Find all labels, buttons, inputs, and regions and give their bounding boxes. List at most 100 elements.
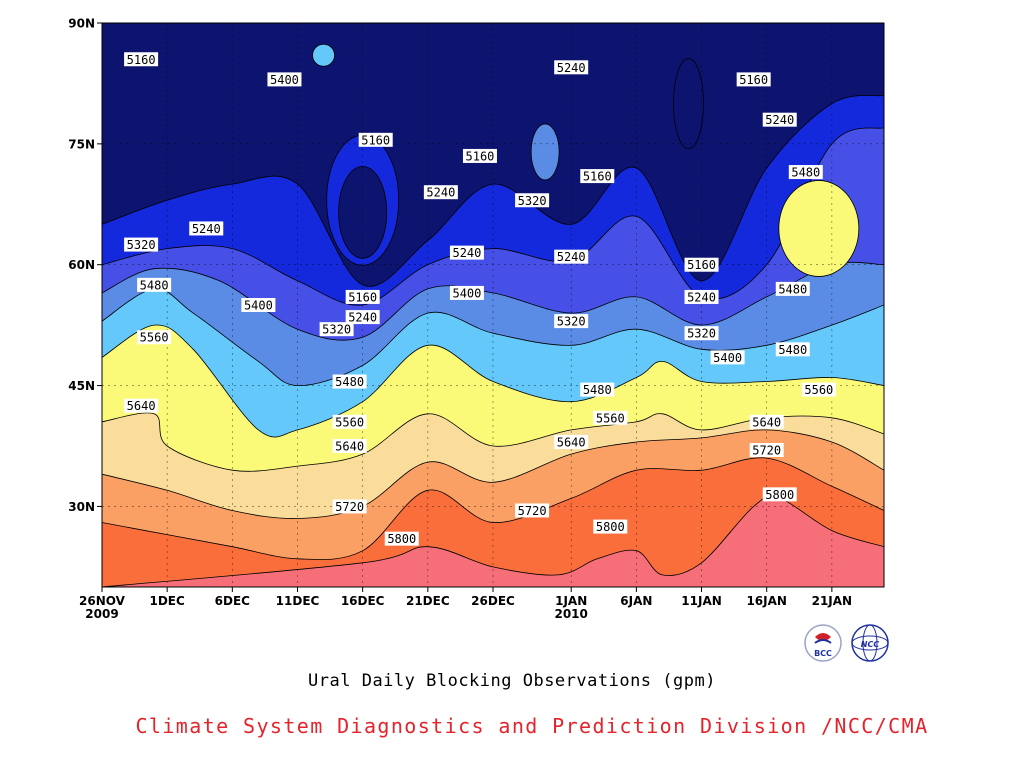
contour-label-bg	[332, 374, 367, 389]
contour-label-bg	[124, 52, 159, 67]
contour-label-17: 5400	[241, 298, 276, 313]
x-tick-label: 6DEC	[215, 594, 251, 608]
contour-label-bg	[580, 382, 615, 397]
contour-label-5: 5160	[462, 148, 497, 163]
contour-label-text: 5320	[322, 323, 351, 337]
contour-label-text: 5160	[739, 73, 768, 87]
contour-label-bg	[384, 531, 419, 546]
contour-label-bg	[788, 165, 823, 180]
contour-label-31: 5560	[801, 382, 836, 397]
contour-label-9: 5240	[423, 185, 458, 200]
contour-label-text: 5320	[518, 194, 547, 208]
fill-above-5720	[102, 457, 884, 587]
contour-label-bg	[775, 281, 810, 296]
contour-label-text: 5720	[335, 500, 364, 514]
contour-label-39: 5720	[332, 499, 367, 514]
contour-label-30: 5480	[580, 382, 615, 397]
y-tick-label: 75N	[68, 137, 95, 151]
contour-label-bg	[775, 342, 810, 357]
contour-label-bg	[319, 322, 354, 337]
contour-label-text: 5160	[127, 53, 156, 67]
contour-label-27: 5400	[710, 350, 745, 365]
contour-label-37: 5640	[554, 434, 589, 449]
contour-label-12: 5320	[124, 237, 159, 252]
x-tick-sublabel: 2010	[554, 607, 587, 621]
contour-label-bg	[801, 382, 836, 397]
contour-line-5560	[102, 412, 884, 472]
contour-label-bg	[593, 519, 628, 534]
contour-label-bg	[332, 414, 367, 429]
contour-label-16: 5480	[137, 277, 172, 292]
contour-label-text: 5640	[335, 440, 364, 454]
contour-label-text: 5160	[687, 258, 716, 272]
x-tick-label: 1DEC	[150, 594, 186, 608]
contour-label-13: 5240	[449, 245, 484, 260]
contour-label-bg	[580, 169, 615, 184]
contour-label-bg	[124, 237, 159, 252]
contour-label-text: 5480	[791, 166, 820, 180]
contour-label-text: 5480	[778, 343, 807, 357]
contour-label-6: 5240	[762, 112, 797, 127]
x-tick-label: 6JAN	[620, 594, 652, 608]
y-tick-label: 45N	[68, 379, 95, 393]
contour-label-text: 5320	[557, 315, 586, 329]
contour-label-bg	[736, 72, 771, 87]
contour-label-text: 5240	[452, 246, 481, 260]
contour-label-text: 5240	[687, 290, 716, 304]
contour-label-bg	[762, 112, 797, 127]
contour-label-text: 5240	[557, 250, 586, 264]
y-tick-label: 60N	[68, 258, 95, 272]
contour-label-18: 5160	[345, 289, 380, 304]
contour-label-38: 5720	[749, 443, 784, 458]
contour-label-bg	[241, 298, 276, 312]
contour-label-bg	[267, 72, 302, 87]
chart-title: Ural Daily Blocking Observations (gpm)	[308, 671, 716, 691]
x-tick-sublabel: 2009	[85, 607, 118, 621]
x-tick-label: 21DEC	[406, 594, 450, 608]
contour-label-bg	[345, 289, 380, 304]
contour-label-bg	[189, 221, 224, 236]
ncc-logo-text: NCC	[861, 640, 880, 649]
y-axis: 30N 45N 60N 75N 90N	[68, 17, 102, 514]
contour-label-43: 5800	[384, 531, 419, 546]
contour-label-20: 5480	[775, 281, 810, 296]
contour-label-text: 5720	[752, 444, 781, 458]
contour-label-35: 5640	[749, 414, 784, 429]
y-tick-label: 30N	[68, 500, 95, 514]
contour-label-bg	[593, 410, 628, 425]
contour-label-bg	[423, 185, 458, 200]
bcc-logo: BCC	[804, 624, 842, 662]
contour-label-42: 5800	[593, 519, 628, 534]
contour-label-text: 5560	[804, 383, 833, 397]
contour-label-text: 5640	[557, 435, 586, 449]
x-tick-label: 26DEC	[471, 594, 515, 608]
contour-label-text: 5640	[752, 415, 781, 429]
contour-label-bg	[554, 434, 589, 449]
x-tick-label: 16JAN	[746, 594, 787, 608]
contour-label-bg	[554, 314, 589, 329]
contour-label-40: 5720	[515, 503, 550, 518]
contour-label-32: 5640	[124, 398, 159, 413]
contour-label-bg	[749, 414, 784, 429]
contour-label-text: 5240	[765, 113, 794, 127]
fill-above-5800	[102, 496, 884, 587]
contour-label-bg	[449, 245, 484, 260]
contour-label-11: 5240	[189, 221, 224, 236]
contour-label-23: 5320	[554, 314, 589, 329]
contour-label-bg	[684, 289, 719, 304]
contour-label-1: 5400	[267, 72, 302, 87]
contour-label-text: 5720	[518, 504, 547, 518]
feature-open-low-5160-5	[673, 58, 704, 149]
x-tick-label: 11JAN	[681, 594, 722, 608]
ncc-logo: NCC	[851, 624, 889, 662]
contour-label-bg	[137, 277, 172, 292]
contour-label-bg	[462, 148, 497, 163]
contour-label-29: 5480	[332, 374, 367, 389]
x-tick-label: 16DEC	[341, 594, 385, 608]
contour-label-text: 5320	[127, 238, 156, 252]
contour-label-bg	[710, 350, 745, 365]
contour-label-36: 5640	[332, 439, 367, 454]
contour-label-3: 5160	[736, 72, 771, 87]
contour-label-bg	[515, 193, 550, 208]
